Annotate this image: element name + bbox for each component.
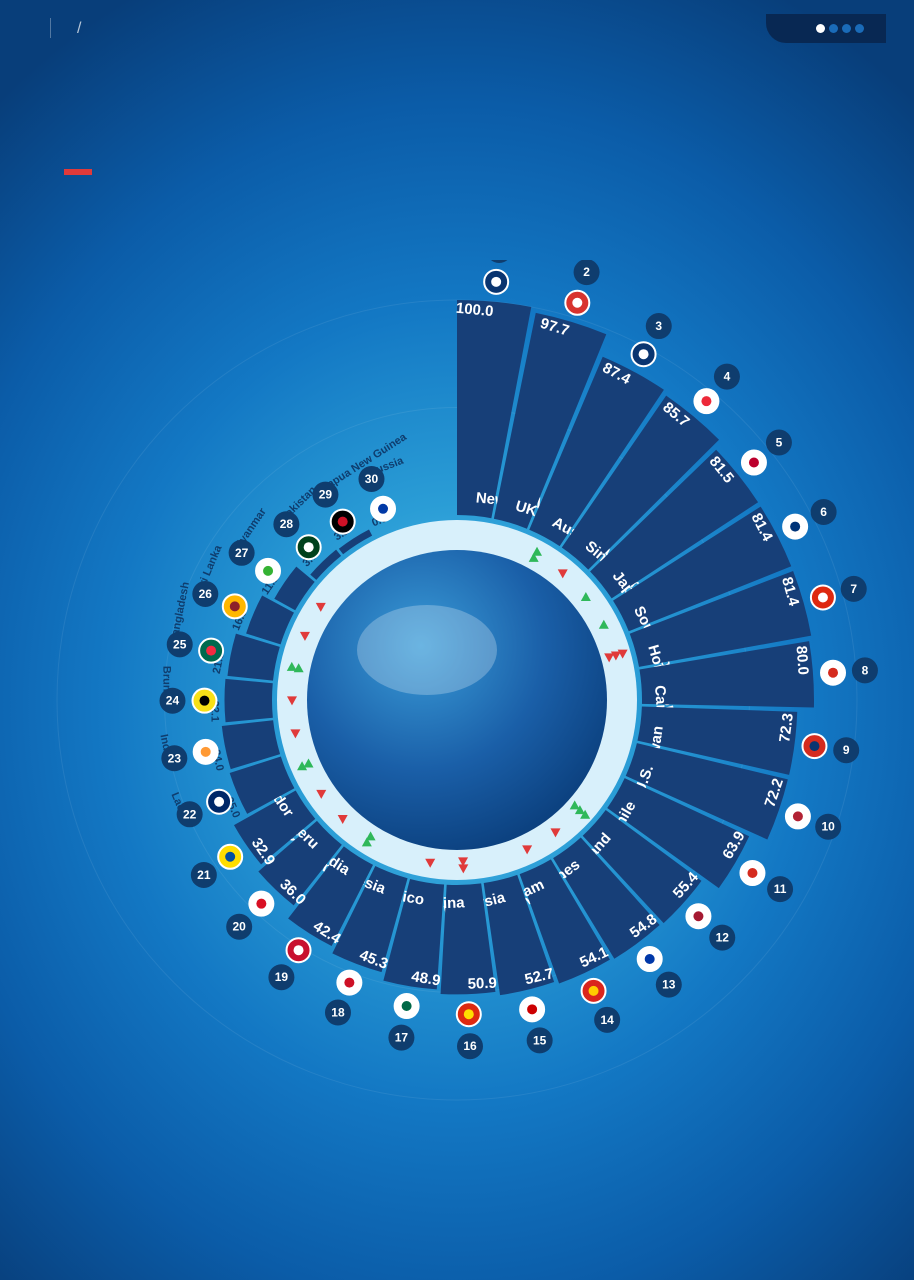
- flag-inner: [809, 741, 819, 751]
- rank-number: 18: [331, 1005, 345, 1019]
- flag-inner: [491, 277, 501, 287]
- slash: /: [77, 20, 81, 38]
- country-bar: [224, 679, 272, 722]
- rank-number: 27: [235, 546, 249, 560]
- country-score: 80.0: [792, 645, 811, 675]
- rank-number: 24: [166, 694, 180, 708]
- flag-inner: [645, 954, 655, 964]
- center-description: [317, 635, 597, 655]
- year-badge: [64, 169, 92, 175]
- flag-inner: [464, 1009, 474, 1019]
- country-score: 100.0: [455, 300, 494, 320]
- brand-block: /: [28, 18, 89, 38]
- flag-inner: [206, 646, 216, 656]
- rank-number: 26: [199, 587, 213, 601]
- rank-badge: [486, 260, 512, 263]
- inner-sphere: [307, 550, 607, 850]
- part-dots: [816, 24, 864, 33]
- flag-inner: [747, 868, 757, 878]
- topbar-right: [766, 14, 886, 43]
- footer-text: [0, 1231, 914, 1252]
- rank-number: 9: [843, 743, 850, 757]
- flag-inner: [790, 522, 800, 532]
- rank-number: 15: [533, 1033, 547, 1047]
- dot: [855, 24, 864, 33]
- rank-number: 19: [275, 970, 289, 984]
- rank-number: 25: [173, 637, 187, 651]
- flag-inner: [572, 298, 582, 308]
- rank-number: 23: [168, 751, 182, 765]
- flag-inner: [818, 592, 828, 602]
- rank-number: 6: [820, 505, 827, 519]
- flag-inner: [199, 696, 209, 706]
- rank-number: 30: [365, 472, 379, 486]
- rank-number: 5: [776, 436, 783, 450]
- rank-number: 10: [822, 820, 836, 834]
- flag-inner: [294, 945, 304, 955]
- main-title: [64, 102, 92, 157]
- flag-inner: [214, 797, 224, 807]
- dot: [829, 24, 838, 33]
- dot: [816, 24, 825, 33]
- rank-number: 2: [583, 265, 590, 279]
- flag-inner: [639, 349, 649, 359]
- rank-number: 17: [395, 1031, 409, 1045]
- rank-number: 22: [183, 807, 197, 821]
- rank-number: 7: [850, 582, 857, 596]
- flag-inner: [749, 458, 759, 468]
- rank-number: 13: [662, 978, 676, 992]
- score-label: [418, 276, 428, 300]
- flag-inner: [230, 601, 240, 611]
- rank-number: 21: [197, 868, 211, 882]
- rank-number: 3: [655, 319, 662, 333]
- flag-inner: [225, 852, 235, 862]
- rank-number: 20: [233, 920, 247, 934]
- flag-inner: [701, 396, 711, 406]
- top-bar: /: [0, 0, 914, 56]
- flag-inner: [589, 986, 599, 996]
- rank-number: 4: [724, 370, 731, 384]
- flag-inner: [304, 542, 314, 552]
- rank-number: 28: [280, 517, 294, 531]
- flag-inner: [828, 668, 838, 678]
- rank-number: 12: [716, 931, 730, 945]
- dot: [842, 24, 851, 33]
- flag-inner: [402, 1001, 412, 1011]
- title-block: [64, 100, 92, 198]
- flag-inner: [201, 747, 211, 757]
- imd-logo: /: [50, 18, 89, 38]
- flag-inner: [263, 566, 273, 576]
- flag-inner: [527, 1004, 537, 1014]
- flag-inner: [693, 911, 703, 921]
- flag-inner: [378, 504, 388, 514]
- rank-number: 29: [319, 488, 333, 502]
- rank-number: 8: [862, 663, 869, 677]
- rank-number: 14: [600, 1013, 614, 1027]
- flag-inner: [256, 899, 266, 909]
- radial-bar-chart: New Zealand100.01UK97.72Australia87.43Si…: [0, 260, 914, 1140]
- flag-inner: [793, 811, 803, 821]
- flag-inner: [344, 978, 354, 988]
- flag-inner: [338, 517, 348, 527]
- country-score: 50.9: [467, 975, 497, 993]
- rank-number: 11: [774, 882, 787, 896]
- rank-number: 16: [463, 1039, 477, 1053]
